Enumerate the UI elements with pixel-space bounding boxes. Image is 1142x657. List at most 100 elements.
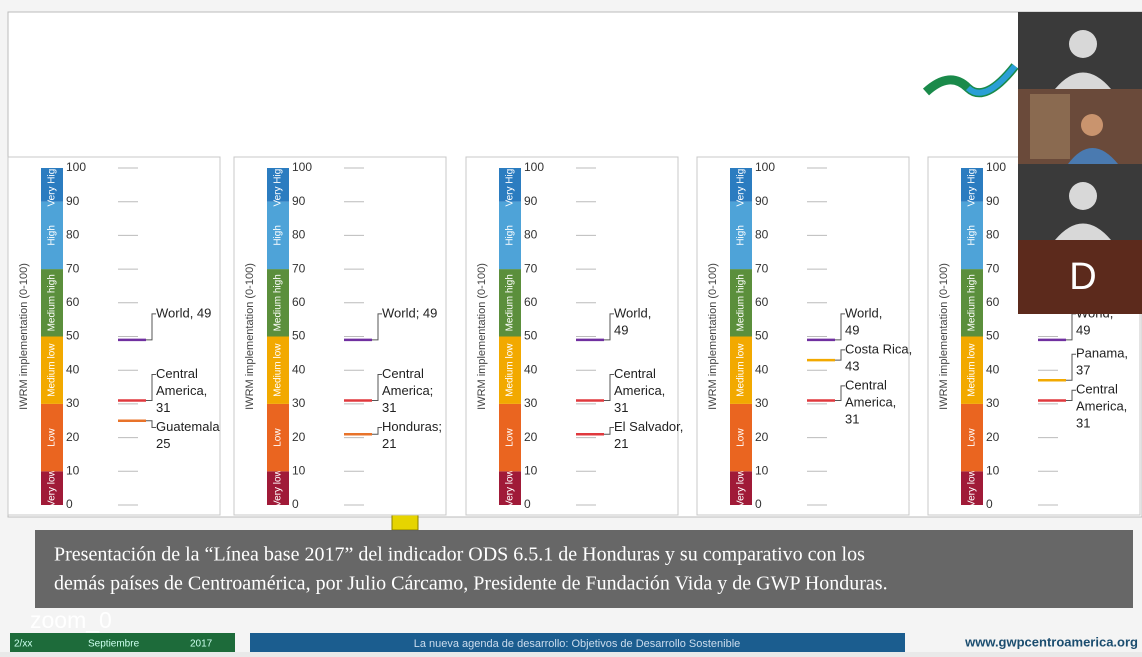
band xyxy=(267,403,289,472)
tick-label: 100 xyxy=(986,160,1006,174)
marker-label: 31 xyxy=(382,400,396,415)
marker-label: Central xyxy=(614,366,656,381)
tick-label: 20 xyxy=(986,430,1000,444)
connector xyxy=(604,313,614,341)
band xyxy=(41,403,63,472)
tick-label: 20 xyxy=(66,430,80,444)
band xyxy=(267,471,289,505)
band xyxy=(267,201,289,270)
tick-label: 30 xyxy=(292,396,306,410)
marker-label: Central xyxy=(382,366,424,381)
tick-label: 0 xyxy=(292,497,299,511)
band xyxy=(961,471,983,505)
band xyxy=(730,201,752,270)
marker-label: America, xyxy=(845,394,896,409)
marker-label: Central xyxy=(845,377,887,392)
band xyxy=(730,168,752,202)
band xyxy=(41,168,63,202)
tick-label: 50 xyxy=(524,329,538,343)
marker-label: Costa Rica, xyxy=(845,341,912,356)
connector xyxy=(835,385,845,402)
marker-label: World, 49 xyxy=(156,305,211,320)
tick-label: 100 xyxy=(292,160,312,174)
tick-label: 80 xyxy=(755,228,769,242)
axis-label: IWRM implementation (0-100) xyxy=(938,263,950,410)
caption-box xyxy=(35,530,1133,608)
tick-label: 60 xyxy=(66,295,80,309)
chart-panel xyxy=(465,156,679,516)
tick-label: 90 xyxy=(524,194,538,208)
tick-label: 0 xyxy=(986,497,993,511)
footer-url: www.gwpcentroamerica.org xyxy=(964,634,1138,649)
footer-year: 2017 xyxy=(190,639,213,650)
video-tiles: D xyxy=(1018,12,1142,314)
band-label: Low xyxy=(505,428,516,447)
caption-line: Presentación de la “Línea base 2017” del… xyxy=(54,544,865,566)
participant-name: zoom_0 xyxy=(30,607,112,633)
connector xyxy=(146,374,156,402)
marker-label: 49 xyxy=(1076,322,1090,337)
axis-label: IWRM implementation (0-100) xyxy=(707,263,719,410)
tick-label: 60 xyxy=(755,295,769,309)
footer-banner-text: La nueva agenda de desarrollo: Objetivos… xyxy=(414,638,741,650)
participant-initial: D xyxy=(1069,256,1096,298)
band xyxy=(730,336,752,404)
avatar xyxy=(1069,182,1097,210)
tick-label: 50 xyxy=(986,329,1000,343)
band-label: High xyxy=(273,225,284,246)
band-label: Low xyxy=(736,428,747,447)
tick-label: 70 xyxy=(292,261,306,275)
footer-month: Septiembre xyxy=(88,639,140,650)
marker-label: 21 xyxy=(382,436,396,451)
tick-label: 80 xyxy=(292,228,306,242)
marker-label: World, xyxy=(845,305,882,320)
video-background xyxy=(1030,94,1070,159)
video-tile[interactable] xyxy=(1018,240,1142,314)
tick-label: 70 xyxy=(524,261,538,275)
marker-label: America, xyxy=(156,383,207,398)
axis-label: IWRM implementation (0-100) xyxy=(476,263,488,410)
band-label: Very low xyxy=(505,468,516,507)
marker-label: 49 xyxy=(614,322,628,337)
band xyxy=(499,471,521,505)
tick-label: 30 xyxy=(755,396,769,410)
tick-label: 40 xyxy=(755,362,769,376)
band-label: High xyxy=(967,225,978,246)
footer-banner xyxy=(250,633,905,652)
tick-label: 100 xyxy=(524,160,544,174)
tick-label: 10 xyxy=(524,463,538,477)
tick-label: 60 xyxy=(524,295,538,309)
band xyxy=(267,336,289,404)
connector xyxy=(604,374,614,402)
band-label: Medium high xyxy=(47,274,58,331)
marker-label: 37 xyxy=(1076,363,1090,378)
tick-label: 30 xyxy=(66,396,80,410)
band xyxy=(267,168,289,202)
connector xyxy=(1066,389,1076,402)
tick-label: 50 xyxy=(755,329,769,343)
tick-label: 10 xyxy=(986,463,1000,477)
tick-label: 40 xyxy=(292,362,306,376)
band xyxy=(41,269,63,337)
band-label: Very High xyxy=(505,163,516,206)
band-label: Medium low xyxy=(505,343,516,397)
tick-label: 60 xyxy=(292,295,306,309)
band-label: Medium high xyxy=(736,274,747,331)
tick-label: 50 xyxy=(66,329,80,343)
avatar xyxy=(1069,30,1097,58)
tick-label: 90 xyxy=(66,194,80,208)
band xyxy=(961,168,983,202)
band-label: High xyxy=(736,225,747,246)
marker-label: America, xyxy=(1076,399,1127,414)
tick-label: 40 xyxy=(66,362,80,376)
band-label: High xyxy=(505,225,516,246)
band-label: Very low xyxy=(273,468,284,507)
band-label: Very low xyxy=(736,468,747,507)
band-label: Medium low xyxy=(967,343,978,397)
tick-label: 40 xyxy=(986,362,1000,376)
connector xyxy=(146,313,156,341)
tick-label: 10 xyxy=(755,463,769,477)
marker-label: Panama, xyxy=(1076,346,1128,361)
marker-label: 31 xyxy=(1076,416,1090,431)
band xyxy=(267,269,289,337)
